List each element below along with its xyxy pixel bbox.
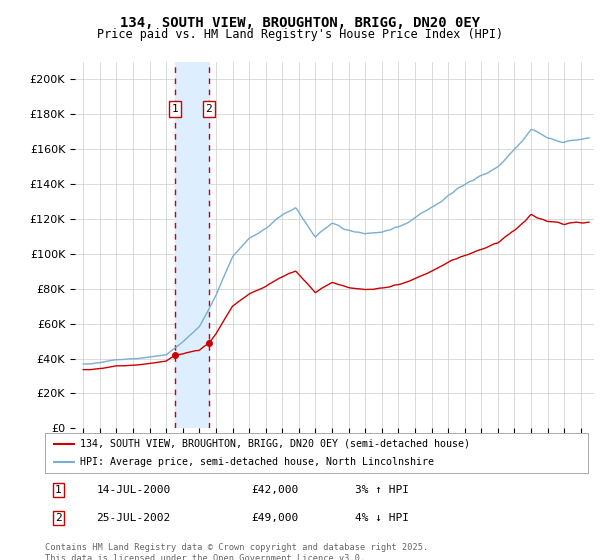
Text: 134, SOUTH VIEW, BROUGHTON, BRIGG, DN20 0EY: 134, SOUTH VIEW, BROUGHTON, BRIGG, DN20 …: [120, 16, 480, 30]
Text: 14-JUL-2000: 14-JUL-2000: [97, 485, 171, 495]
Text: 4% ↓ HPI: 4% ↓ HPI: [355, 513, 409, 523]
Text: 1: 1: [55, 485, 62, 495]
Text: £42,000: £42,000: [251, 485, 299, 495]
Bar: [175, 62, 209, 428]
Text: 25-JUL-2002: 25-JUL-2002: [97, 513, 171, 523]
Text: 2: 2: [55, 513, 62, 523]
Text: Price paid vs. HM Land Registry's House Price Index (HPI): Price paid vs. HM Land Registry's House …: [97, 28, 503, 41]
Text: HPI: Average price, semi-detached house, North Lincolnshire: HPI: Average price, semi-detached house,…: [80, 458, 434, 467]
Text: 2: 2: [205, 104, 212, 114]
Text: £49,000: £49,000: [251, 513, 299, 523]
Text: 134, SOUTH VIEW, BROUGHTON, BRIGG, DN20 0EY (semi-detached house): 134, SOUTH VIEW, BROUGHTON, BRIGG, DN20 …: [80, 439, 470, 449]
Text: 1: 1: [172, 104, 179, 114]
Text: 3% ↑ HPI: 3% ↑ HPI: [355, 485, 409, 495]
Text: Contains HM Land Registry data © Crown copyright and database right 2025.
This d: Contains HM Land Registry data © Crown c…: [45, 543, 428, 560]
